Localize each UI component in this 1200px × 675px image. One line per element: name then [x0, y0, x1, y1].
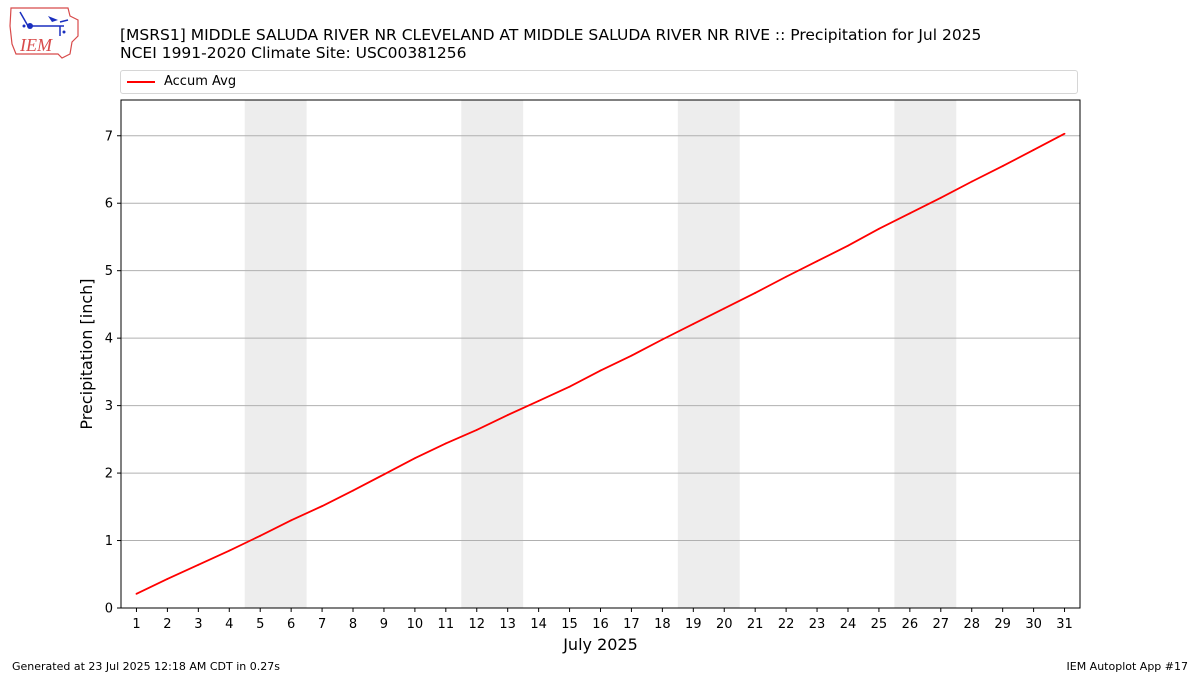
y-tick-label-5: 5 [105, 264, 113, 279]
data-point-day-14 [537, 399, 540, 402]
title-line-1: [MSRS1] MIDDLE SALUDA RIVER NR CLEVELAND… [120, 26, 982, 44]
x-tick-label-1: 1 [132, 617, 140, 632]
x-tick-label-23: 23 [809, 617, 826, 632]
y-tick-label-4: 4 [105, 332, 113, 347]
x-tick-label-21: 21 [747, 617, 764, 632]
x-tick-label-20: 20 [716, 617, 733, 632]
data-point-day-5 [259, 534, 262, 537]
x-tick-label-6: 6 [287, 617, 295, 632]
data-point-day-2 [166, 578, 169, 580]
data-point-day-6 [290, 519, 293, 522]
x-tick-label-19: 19 [685, 617, 702, 632]
x-tick-label-5: 5 [256, 617, 264, 632]
data-point-day-4 [228, 549, 231, 552]
data-point-day-12 [475, 428, 478, 431]
x-tick-label-3: 3 [194, 617, 202, 632]
data-point-day-26 [908, 212, 911, 215]
data-point-day-25 [878, 227, 880, 230]
data-point-day-16 [599, 369, 602, 372]
data-point-day-17 [630, 354, 633, 357]
data-point-day-1 [135, 592, 138, 595]
x-tick-label-11: 11 [438, 617, 455, 632]
y-tick-label-3: 3 [105, 399, 113, 414]
y-axis-label: Precipitation [inch] [77, 278, 96, 429]
legend-line-swatch [127, 81, 155, 83]
x-tick-label-8: 8 [349, 617, 357, 632]
data-point-day-18 [661, 338, 664, 341]
x-tick-label-18: 18 [654, 617, 671, 632]
y-tick-label-7: 7 [105, 129, 113, 144]
x-tick-label-22: 22 [778, 617, 795, 632]
data-point-day-19 [692, 323, 695, 325]
data-point-day-29 [1001, 165, 1004, 168]
data-point-day-8 [352, 489, 354, 492]
x-tick-label-10: 10 [407, 617, 424, 632]
data-point-day-23 [816, 260, 818, 263]
logo-text: IEM [19, 35, 53, 55]
x-tick-label-24: 24 [840, 617, 857, 632]
x-tick-label-30: 30 [1025, 617, 1042, 632]
data-point-day-22 [785, 275, 788, 278]
iem-logo: IEM [8, 6, 80, 60]
chart-title: [MSRS1] MIDDLE SALUDA RIVER NR CLEVELAND… [120, 26, 981, 62]
x-tick-label-12: 12 [468, 617, 485, 632]
x-tick-label-7: 7 [318, 617, 326, 632]
x-tick-label-31: 31 [1056, 617, 1073, 632]
footer-app-id: IEM Autoplot App #17 [1066, 660, 1189, 673]
x-tick-label-29: 29 [994, 617, 1011, 632]
y-tick-label-2: 2 [105, 467, 113, 482]
data-point-day-24 [847, 244, 849, 247]
data-point-day-10 [413, 457, 416, 460]
data-point-day-27 [939, 196, 942, 199]
x-tick-label-26: 26 [902, 617, 919, 632]
data-point-day-13 [506, 414, 509, 416]
data-point-day-20 [723, 307, 726, 310]
x-tick-label-14: 14 [530, 617, 547, 632]
data-point-day-11 [444, 442, 447, 445]
data-point-day-15 [568, 385, 571, 388]
data-point-day-9 [383, 473, 385, 476]
x-tick-label-2: 2 [163, 617, 171, 632]
y-tick-label-0: 0 [105, 602, 113, 617]
x-tick-label-16: 16 [592, 617, 609, 632]
data-point-day-30 [1032, 149, 1035, 151]
x-tick-label-25: 25 [871, 617, 888, 632]
y-tick-label-1: 1 [105, 534, 113, 549]
x-tick-label-27: 27 [933, 617, 950, 632]
title-line-2: NCEI 1991-2020 Climate Site: USC00381256 [120, 44, 467, 62]
legend-label: Accum Avg [164, 74, 237, 89]
legend: Accum Avg [120, 70, 1078, 94]
data-point-day-28 [970, 180, 973, 183]
footer-generated: Generated at 23 Jul 2025 12:18 AM CDT in… [12, 660, 280, 673]
x-tick-label-28: 28 [963, 617, 980, 632]
x-tick-label-17: 17 [623, 617, 640, 632]
data-point-day-21 [754, 292, 757, 294]
data-point-day-7 [321, 505, 323, 508]
x-tick-label-15: 15 [561, 617, 578, 632]
y-tick-label-6: 6 [105, 197, 113, 212]
weekend-band-1 [244, 100, 307, 608]
weekend-band-2 [461, 100, 524, 608]
data-point-day-31 [1063, 132, 1066, 135]
weekend-band-3 [677, 100, 740, 608]
x-tick-label-13: 13 [499, 617, 516, 632]
x-axis-label: July 2025 [562, 635, 638, 654]
x-tick-label-4: 4 [225, 617, 233, 632]
x-tick-label-9: 9 [380, 617, 388, 632]
weekend-band-4 [894, 100, 957, 608]
data-point-day-3 [197, 563, 200, 566]
